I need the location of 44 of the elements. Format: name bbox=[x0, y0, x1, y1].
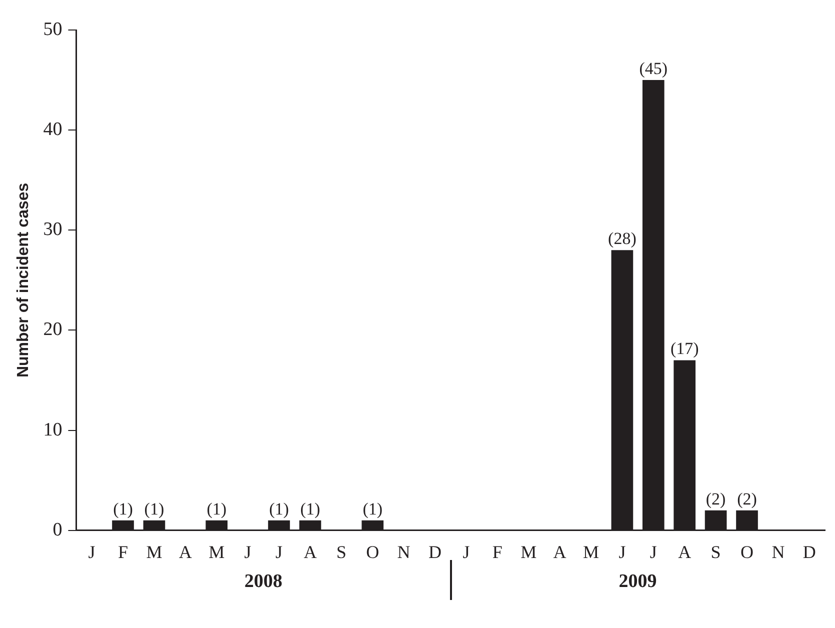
text: 2008 bbox=[244, 570, 282, 592]
x-tick-label: D bbox=[802, 542, 816, 562]
x-tick-label: D bbox=[428, 542, 442, 562]
data-label: (1) bbox=[269, 499, 289, 518]
x-tick-label: J bbox=[618, 542, 626, 562]
data-label: (1) bbox=[362, 499, 383, 518]
x-tick-label: A bbox=[304, 542, 317, 562]
x-tick-label: S bbox=[336, 542, 346, 562]
x-tick-label: O bbox=[740, 542, 754, 562]
y-tick-label: 50 bbox=[43, 18, 62, 40]
x-tick-label: A bbox=[678, 542, 692, 562]
x-tick-label: J bbox=[88, 542, 96, 562]
data-label: (2) bbox=[737, 489, 757, 508]
y-tick-label: 10 bbox=[43, 419, 62, 440]
x-tick-label: N bbox=[772, 542, 785, 562]
data-label: (1) bbox=[206, 499, 227, 518]
x-tick-label: F bbox=[118, 542, 128, 562]
data-label: (45) bbox=[639, 59, 668, 78]
data-label: (2) bbox=[706, 489, 726, 508]
x-tick-label: S bbox=[710, 542, 721, 562]
y-tick-label: 20 bbox=[43, 319, 62, 340]
x-tick-label: A bbox=[178, 542, 192, 562]
data-label: (17) bbox=[670, 339, 699, 358]
data-label: (1) bbox=[113, 499, 133, 518]
y-tick-label: 40 bbox=[43, 119, 62, 140]
x-tick-label: M bbox=[146, 542, 162, 562]
text: 2009 bbox=[618, 570, 657, 592]
y-axis-title: Number of incident cases bbox=[15, 182, 32, 378]
x-tick-label: M bbox=[520, 542, 537, 562]
x-tick-label: M bbox=[208, 542, 225, 562]
x-tick-label: J bbox=[462, 542, 470, 562]
x-tick-label: N bbox=[397, 542, 410, 562]
x-tick-label: M bbox=[582, 542, 600, 562]
x-tick-label: O bbox=[366, 542, 380, 562]
x-tick-label: J bbox=[650, 542, 657, 562]
x-tick-label: J bbox=[244, 542, 252, 562]
x-tick-label: J bbox=[275, 542, 283, 562]
data-label: (1) bbox=[300, 499, 320, 518]
y-tick-label: 0 bbox=[52, 519, 62, 540]
x-tick-label: A bbox=[553, 542, 566, 562]
data-label: (28) bbox=[608, 229, 636, 248]
y-tick-label: 30 bbox=[43, 219, 62, 240]
data-label: (1) bbox=[144, 499, 164, 518]
x-tick-label: F bbox=[492, 542, 502, 562]
